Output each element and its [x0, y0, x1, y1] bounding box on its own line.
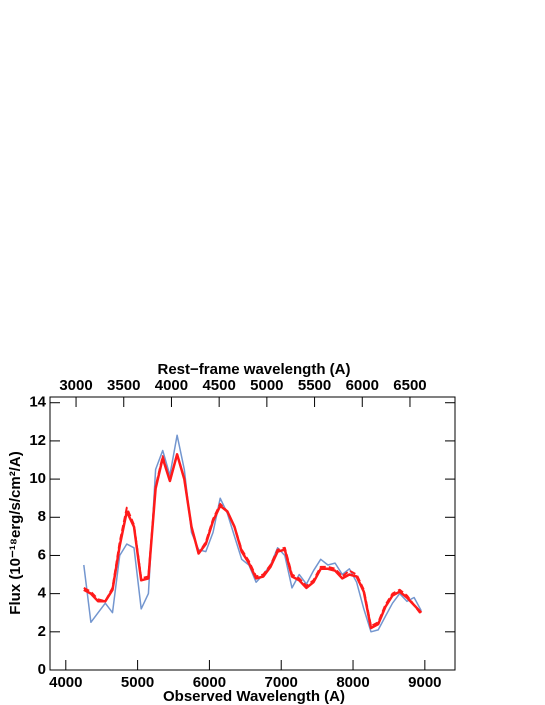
y-tick-label: 2 — [38, 623, 46, 640]
spectrum-line — [83, 453, 423, 628]
plot-frame — [49, 396, 456, 671]
x-axis-title: Observed Wavelength (A) — [163, 688, 345, 705]
y-tick-label: 0 — [38, 661, 46, 678]
y-tick-label: 6 — [38, 546, 46, 563]
top-tick-label: 6000 — [346, 377, 379, 394]
top-axis-title: Rest−frame wavelength (A) — [158, 361, 351, 378]
top-tick-label: 6500 — [393, 377, 426, 394]
spectrum-line — [83, 453, 423, 630]
y-tick-label: 10 — [29, 470, 46, 487]
top-tick-label: 3000 — [59, 377, 92, 394]
y-tick-label: 8 — [38, 508, 46, 525]
top-tick-label: 5500 — [298, 377, 331, 394]
x-tick-label: 7000 — [265, 674, 298, 691]
y-tick-label: 4 — [38, 585, 47, 602]
y-tick-label: 12 — [29, 432, 46, 449]
x-tick-label: 9000 — [408, 674, 441, 691]
top-tick-label: 4500 — [202, 377, 235, 394]
y-axis-title: Flux (10⁻¹⁸erg/s/cm²/A) — [7, 451, 24, 614]
x-tick-label: 8000 — [336, 674, 369, 691]
top-tick-label: 5000 — [250, 377, 283, 394]
x-tick-label: 5000 — [121, 674, 154, 691]
x-tick-label: 6000 — [193, 674, 226, 691]
y-tick-label: 14 — [29, 394, 46, 411]
top-tick-label: 3500 — [107, 377, 140, 394]
x-tick-label: 4000 — [49, 674, 82, 691]
top-tick-label: 4000 — [155, 377, 188, 394]
